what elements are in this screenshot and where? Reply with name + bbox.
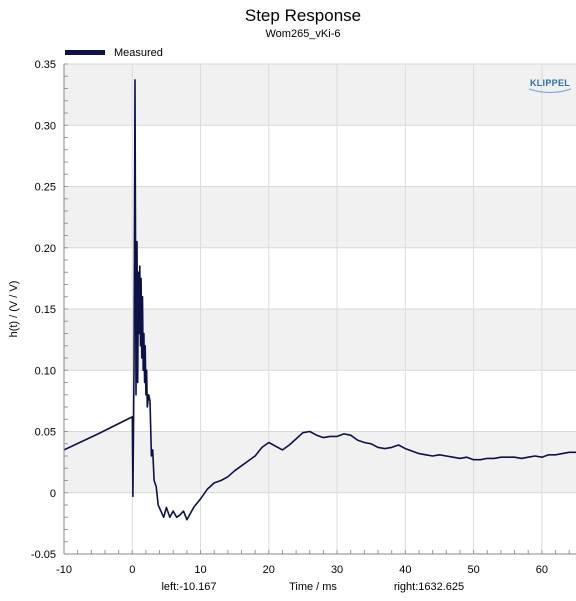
y-tick-labels: -0.05 0 0.05 0.10 0.15 0.20 0.25 0.30 0.35: [31, 59, 56, 561]
y-tick-label: 0: [50, 488, 56, 500]
plot-band: [64, 309, 576, 371]
footer-left: left:-10.167: [161, 581, 216, 593]
plot-band: [64, 431, 576, 493]
y-tick-label: 0.10: [35, 365, 56, 377]
plot-band: [64, 64, 576, 126]
x-tick-labels: -10 0 10 20 30 40 50 60: [56, 564, 548, 576]
plot-area: [63, 63, 576, 555]
series-line-measured: [64, 79, 576, 521]
legend: Measured: [65, 47, 163, 59]
y-tick-label: 0.30: [35, 120, 56, 132]
y-tick-label: 0.25: [35, 182, 56, 194]
logo-text: KLIPPEL: [530, 78, 570, 88]
chart-subtitle: Wom265_vKi-6: [266, 28, 341, 40]
x-tick-label: 60: [536, 564, 548, 576]
x-axis-label: Time / ms: [289, 581, 337, 593]
series-layer: [64, 79, 576, 521]
x-tick-label: 10: [194, 564, 206, 576]
y-tick-label: 0.05: [35, 427, 56, 439]
x-tick-label: 30: [331, 564, 343, 576]
y-tick-label: 0.35: [35, 59, 56, 71]
minor-ticks: [63, 63, 570, 555]
y-tick-label: 0.15: [35, 304, 56, 316]
x-tick-label: 0: [129, 564, 135, 576]
y-tick-label: -0.05: [31, 549, 56, 561]
plot-bands: [64, 64, 576, 493]
legend-label: Measured: [114, 47, 163, 59]
footer-right: right:1632.625: [394, 581, 464, 593]
y-tick-label: 0.20: [35, 243, 56, 255]
x-tick-label: 40: [399, 564, 411, 576]
x-tick-label: 50: [467, 564, 479, 576]
plot-band: [64, 186, 576, 248]
x-tick-label: 20: [263, 564, 275, 576]
klippel-logo: KLIPPEL: [528, 78, 572, 94]
legend-swatch: [65, 50, 105, 55]
chart-title: Step Response: [245, 6, 361, 25]
x-tick-label: -10: [56, 564, 72, 576]
logo-swoosh: [528, 88, 572, 94]
y-axis-label: h(t) / (V / V): [8, 281, 20, 338]
